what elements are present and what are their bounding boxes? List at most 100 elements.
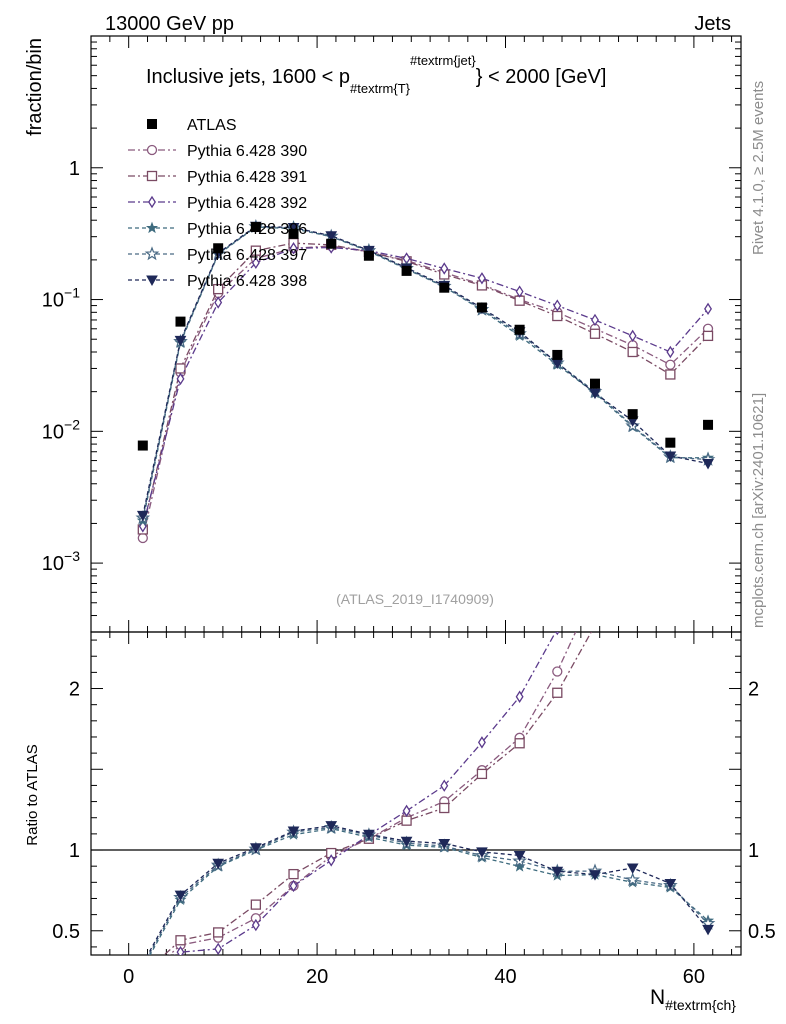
legend-label: Pythia 6.428 392 (187, 195, 307, 212)
series-ratio-line (168, 632, 577, 955)
series-ratio-point (551, 866, 564, 878)
ratio-y-axis-label: Ratio to ATLAS (24, 744, 41, 845)
series-point (174, 335, 187, 347)
series-point (666, 345, 675, 359)
legend-marker (144, 246, 160, 261)
data-point (439, 282, 450, 293)
series-ratio-point (288, 868, 299, 880)
legend-marker (147, 119, 157, 129)
ratio-tick-label-left: 1 (69, 840, 80, 862)
ratio-tick-label-left: 0.5 (52, 921, 80, 943)
series-point (250, 245, 262, 256)
series-ratio-point (477, 736, 486, 749)
legend-label: ATLAS (187, 117, 237, 134)
series-ratio-point (214, 942, 223, 955)
ratio-tick-label-right: 0.5 (748, 921, 776, 943)
data-point (250, 222, 261, 233)
title-subscript: #textrm{T} (350, 81, 411, 96)
series-ratio-point (515, 690, 524, 703)
series-ratio-point (626, 863, 639, 874)
series-ratio-point (401, 815, 412, 826)
series-point (665, 359, 676, 370)
series-ratio-point (363, 829, 375, 841)
data-point (363, 250, 374, 261)
x-tick-label: 60 (683, 966, 705, 988)
header-right: Jets (694, 13, 731, 35)
series-point (665, 369, 676, 380)
series-point (289, 242, 298, 255)
series-ratio-line (149, 828, 709, 955)
x-axis-label-main: N (650, 986, 665, 1009)
series-line (142, 226, 709, 521)
series-ratio-point (702, 924, 714, 936)
series-ratio-point (552, 666, 563, 677)
series-ratio-point (175, 935, 186, 946)
series-ratio-point (555, 632, 560, 636)
data-point (175, 316, 186, 327)
legend-item: Pythia 6.428 390 (128, 143, 307, 160)
series-ratio-point (514, 738, 525, 749)
ratio-tick-label-right: 1 (748, 840, 759, 862)
chart-title: Inclusive jets, 1600 < p#textrm{T} #textr… (146, 53, 606, 96)
data-point (288, 228, 299, 239)
series-ratio-point (476, 768, 488, 780)
side-label-mcplots: mcplots.cern.ch [arXiv:2401.10621] (750, 393, 767, 628)
series-ratio-point (250, 843, 262, 854)
legend-label: Pythia 6.428 396 (187, 221, 307, 238)
series-point (440, 262, 449, 275)
series-ratio-point (439, 802, 450, 814)
series-6-ratio (138, 821, 714, 969)
legend-item: Pythia 6.428 392 (128, 195, 307, 212)
x-tick-label: 20 (306, 966, 328, 988)
series-ratio-point (138, 975, 147, 984)
legend-item: Pythia 6.428 396 (128, 221, 307, 238)
series-point (702, 458, 714, 470)
legend-marker (146, 275, 158, 287)
series-point (704, 302, 713, 316)
legend-item: Pythia 6.428 397 (128, 246, 307, 264)
series-line (142, 226, 709, 519)
series-point (589, 328, 601, 339)
series-ratio-point (628, 469, 637, 478)
y-tick-label: 10−2 (42, 416, 80, 443)
data-point (514, 324, 525, 335)
series-point (477, 272, 486, 285)
series-ratio-point (137, 960, 148, 971)
series-ratio-point (590, 586, 599, 595)
series-ratio-point (590, 621, 599, 630)
legend: ATLAS Pythia 6.428 390 Pythia 6.428 391 Pyt… (128, 117, 307, 290)
series-point (287, 223, 300, 234)
series-ratio-point (625, 872, 640, 887)
y-axis-label: fraction/bin (24, 38, 46, 136)
series-ratio-point (138, 960, 148, 969)
series-ratio-point (476, 847, 488, 858)
y-tick-label: 10−1 (42, 285, 80, 312)
ratio-clip-group (137, 243, 716, 984)
series-ratio-line (146, 824, 709, 955)
legend-marker (148, 195, 156, 209)
series-ratio-point (704, 243, 713, 252)
series-ratio-point (174, 890, 187, 902)
x-axis-label-sub: #textrm{ch} (665, 997, 736, 1013)
x-tick-label: 0 (123, 966, 134, 988)
series-line (142, 245, 709, 539)
series-ratio-point (440, 779, 449, 792)
series-point (591, 313, 599, 327)
series-point (137, 532, 148, 544)
y-tick-label: 10−3 (42, 548, 80, 575)
analysis-id: (ATLAS_2019_I1740909) (336, 591, 494, 607)
series-ratio-point (513, 860, 526, 872)
series-point (553, 299, 562, 312)
data-point (703, 419, 714, 430)
header-left: 13000 GeV pp (105, 13, 234, 35)
series-4-ratio (138, 822, 715, 973)
series-line (142, 242, 709, 530)
data-point (552, 349, 563, 360)
series-ratio-point (138, 963, 148, 973)
series-point (325, 231, 338, 242)
series-ratio-point (400, 836, 413, 848)
legend-marker (146, 144, 158, 156)
series-ratio-point (251, 918, 260, 932)
series-ratio-point (666, 475, 675, 484)
series-ratio-point (327, 854, 336, 867)
